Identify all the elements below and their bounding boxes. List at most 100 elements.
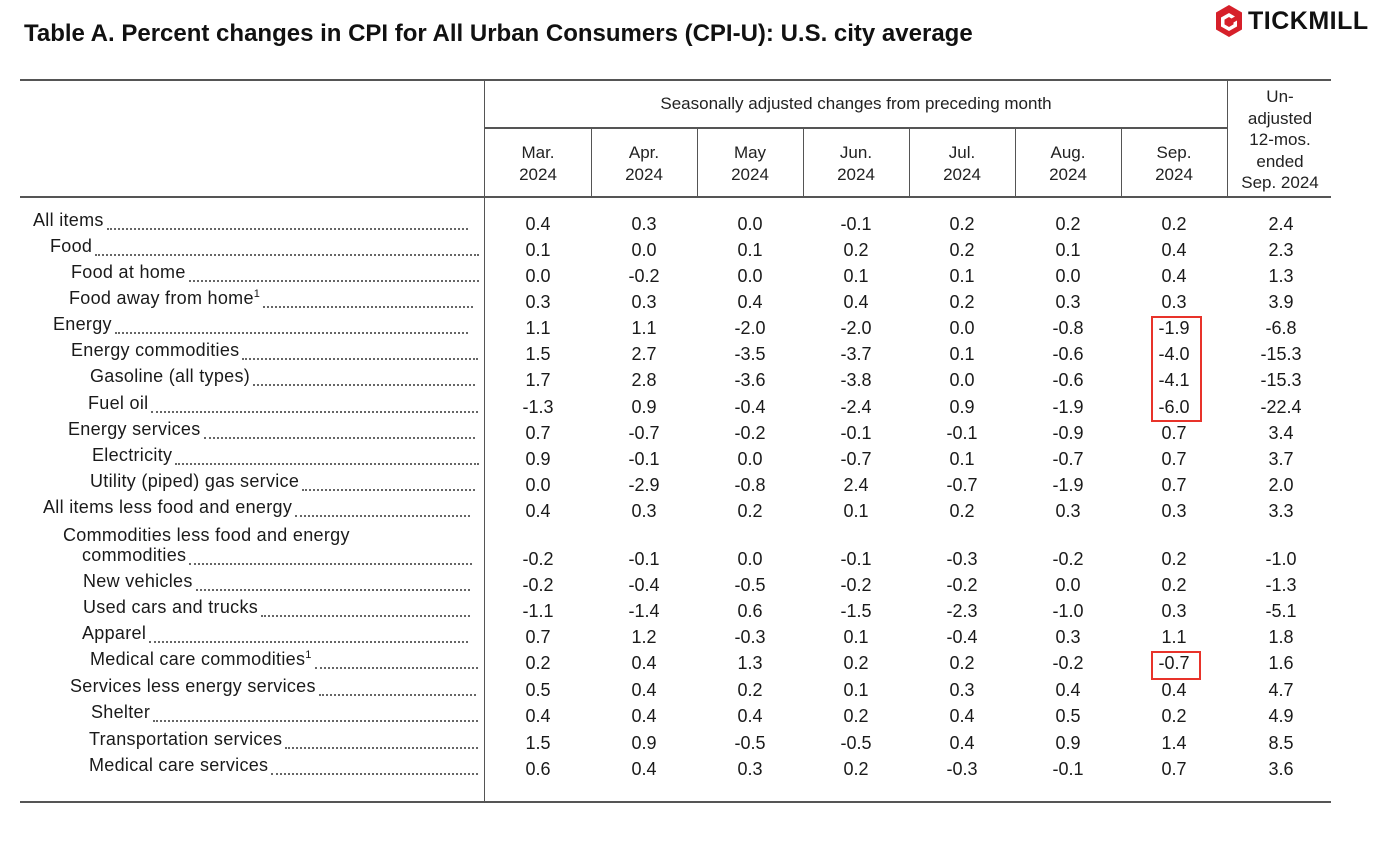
monthly-change-value: 0.1 bbox=[843, 627, 869, 647]
monthly-change-value: -0.4 bbox=[628, 575, 660, 595]
row-label: Shelter bbox=[91, 702, 150, 723]
unadjusted-12mo-value: 4.7 bbox=[1268, 680, 1294, 700]
leader-dots bbox=[295, 515, 470, 517]
monthly-change-value: 0.1 bbox=[737, 240, 763, 260]
monthly-change-value: 0.1 bbox=[843, 680, 869, 700]
row-label: New vehicles bbox=[83, 571, 193, 592]
column-header: Aug. 2024 bbox=[1015, 142, 1121, 186]
monthly-change-value: 0.7 bbox=[1161, 759, 1187, 779]
brand-name: TICKMILL bbox=[1248, 6, 1369, 35]
unadjusted-12mo-value: 3.3 bbox=[1268, 501, 1294, 521]
row-label-text: Medical care commodities bbox=[90, 649, 306, 669]
monthly-change-value: 0.0 bbox=[949, 370, 975, 390]
monthly-change-value: 0.6 bbox=[737, 601, 763, 621]
monthly-change-value: 0.0 bbox=[631, 240, 657, 260]
monthly-change-value: -2.4 bbox=[840, 397, 872, 417]
row-label-text: All items bbox=[33, 210, 104, 230]
monthly-change-value: 0.5 bbox=[525, 680, 551, 700]
column-header-divider bbox=[1015, 128, 1016, 197]
monthly-change-value: -0.8 bbox=[734, 475, 766, 495]
monthly-change-value: 0.4 bbox=[525, 706, 551, 726]
monthly-change-value: 0.3 bbox=[1161, 501, 1187, 521]
unadjusted-header-line: adjusted bbox=[1247, 108, 1313, 128]
monthly-change-value: -0.1 bbox=[1052, 759, 1084, 779]
monthly-change-value: 0.1 bbox=[525, 240, 551, 260]
monthly-change-value: -0.5 bbox=[734, 733, 766, 753]
column-header-year: 2024 bbox=[943, 165, 981, 184]
monthly-change-value: -3.6 bbox=[734, 370, 766, 390]
monthly-change-value: 0.1 bbox=[949, 344, 975, 364]
monthly-change-value: 1.5 bbox=[525, 733, 551, 753]
row-label: Electricity bbox=[92, 445, 172, 466]
monthly-change-value: -0.1 bbox=[840, 423, 872, 443]
column-header-divider bbox=[803, 128, 804, 197]
monthly-change-value: -0.1 bbox=[840, 214, 872, 234]
monthly-change-value: 0.0 bbox=[737, 549, 763, 569]
column-header-year: 2024 bbox=[1155, 165, 1193, 184]
leader-dots bbox=[151, 411, 478, 413]
unadjusted-12mo-value: 2.3 bbox=[1268, 240, 1294, 260]
monthly-change-value: -0.1 bbox=[946, 423, 978, 443]
row-label-text: Used cars and trucks bbox=[83, 597, 259, 617]
monthly-change-value: -0.9 bbox=[1052, 423, 1084, 443]
row-label-text: Energy services bbox=[68, 419, 201, 439]
monthly-change-value: 0.3 bbox=[949, 680, 975, 700]
monthly-change-value: 0.3 bbox=[631, 501, 657, 521]
row-label: Commodities less food and energy bbox=[63, 525, 350, 546]
row-label-text: Services less energy services bbox=[70, 676, 316, 696]
table-bottom-rule bbox=[20, 801, 1331, 803]
monthly-change-value: 0.0 bbox=[737, 214, 763, 234]
monthly-change-value: 0.0 bbox=[737, 266, 763, 286]
monthly-change-value: 0.9 bbox=[949, 397, 975, 417]
monthly-change-value: 0.4 bbox=[631, 706, 657, 726]
monthly-change-value: -0.5 bbox=[840, 733, 872, 753]
monthly-change-value: 0.0 bbox=[1055, 575, 1081, 595]
monthly-change-value: -0.2 bbox=[522, 549, 554, 569]
column-header: May 2024 bbox=[697, 142, 803, 186]
row-label: Food bbox=[50, 236, 92, 257]
monthly-change-value: -4.1 bbox=[1158, 370, 1190, 390]
monthly-change-value: -1.9 bbox=[1158, 318, 1190, 338]
monthly-change-value: -0.6 bbox=[1052, 370, 1084, 390]
monthly-change-value: 0.1 bbox=[949, 266, 975, 286]
unadjusted-header-line: Sep. 2024 bbox=[1241, 173, 1319, 192]
monthly-change-value: 0.3 bbox=[525, 292, 551, 312]
monthly-change-value: 0.2 bbox=[949, 240, 975, 260]
leader-dots bbox=[271, 773, 478, 775]
leader-dots bbox=[153, 720, 478, 722]
row-label: commodities bbox=[82, 545, 186, 566]
monthly-change-value: -2.3 bbox=[946, 601, 978, 621]
monthly-change-value: 0.5 bbox=[1055, 706, 1081, 726]
monthly-change-value: -0.3 bbox=[946, 549, 978, 569]
monthly-change-value: 2.7 bbox=[631, 344, 657, 364]
monthly-change-value: 0.4 bbox=[1161, 680, 1187, 700]
monthly-change-value: -3.7 bbox=[840, 344, 872, 364]
monthly-change-value: -1.3 bbox=[522, 397, 554, 417]
monthly-change-value: -1.1 bbox=[522, 601, 554, 621]
monthly-change-value: 0.1 bbox=[1055, 240, 1081, 260]
unadjusted-12mo-value: -15.3 bbox=[1260, 344, 1302, 364]
monthly-change-value: 0.9 bbox=[1055, 733, 1081, 753]
row-label-text: Commodities less food and energy bbox=[63, 525, 350, 545]
monthly-change-value: 0.4 bbox=[949, 733, 975, 753]
monthly-change-value: 0.3 bbox=[631, 214, 657, 234]
red-highlight-box bbox=[1151, 316, 1202, 422]
monthly-change-value: 0.2 bbox=[949, 214, 975, 234]
column-header: Mar. 2024 bbox=[485, 142, 591, 186]
row-label-text: Fuel oil bbox=[88, 393, 149, 413]
row-label-text: commodities bbox=[82, 545, 187, 565]
column-header-month: Aug. bbox=[1050, 143, 1086, 162]
column-header-year: 2024 bbox=[1049, 165, 1087, 184]
monthly-change-value: -0.1 bbox=[840, 549, 872, 569]
column-header-month: Apr. bbox=[628, 143, 660, 162]
monthly-change-value: 0.4 bbox=[525, 501, 551, 521]
unadjusted-12mo-value: -22.4 bbox=[1260, 397, 1302, 417]
monthly-change-value: 0.4 bbox=[631, 680, 657, 700]
monthly-change-value: -0.2 bbox=[734, 423, 766, 443]
monthly-change-value: 1.7 bbox=[525, 370, 551, 390]
unadjusted-12mo-value: -1.3 bbox=[1265, 575, 1297, 595]
row-label: Services less energy services bbox=[70, 676, 316, 697]
monthly-change-value: 0.4 bbox=[631, 653, 657, 673]
brand-logo: TICKMILL bbox=[1214, 3, 1369, 39]
column-header: Jul. 2024 bbox=[909, 142, 1015, 186]
